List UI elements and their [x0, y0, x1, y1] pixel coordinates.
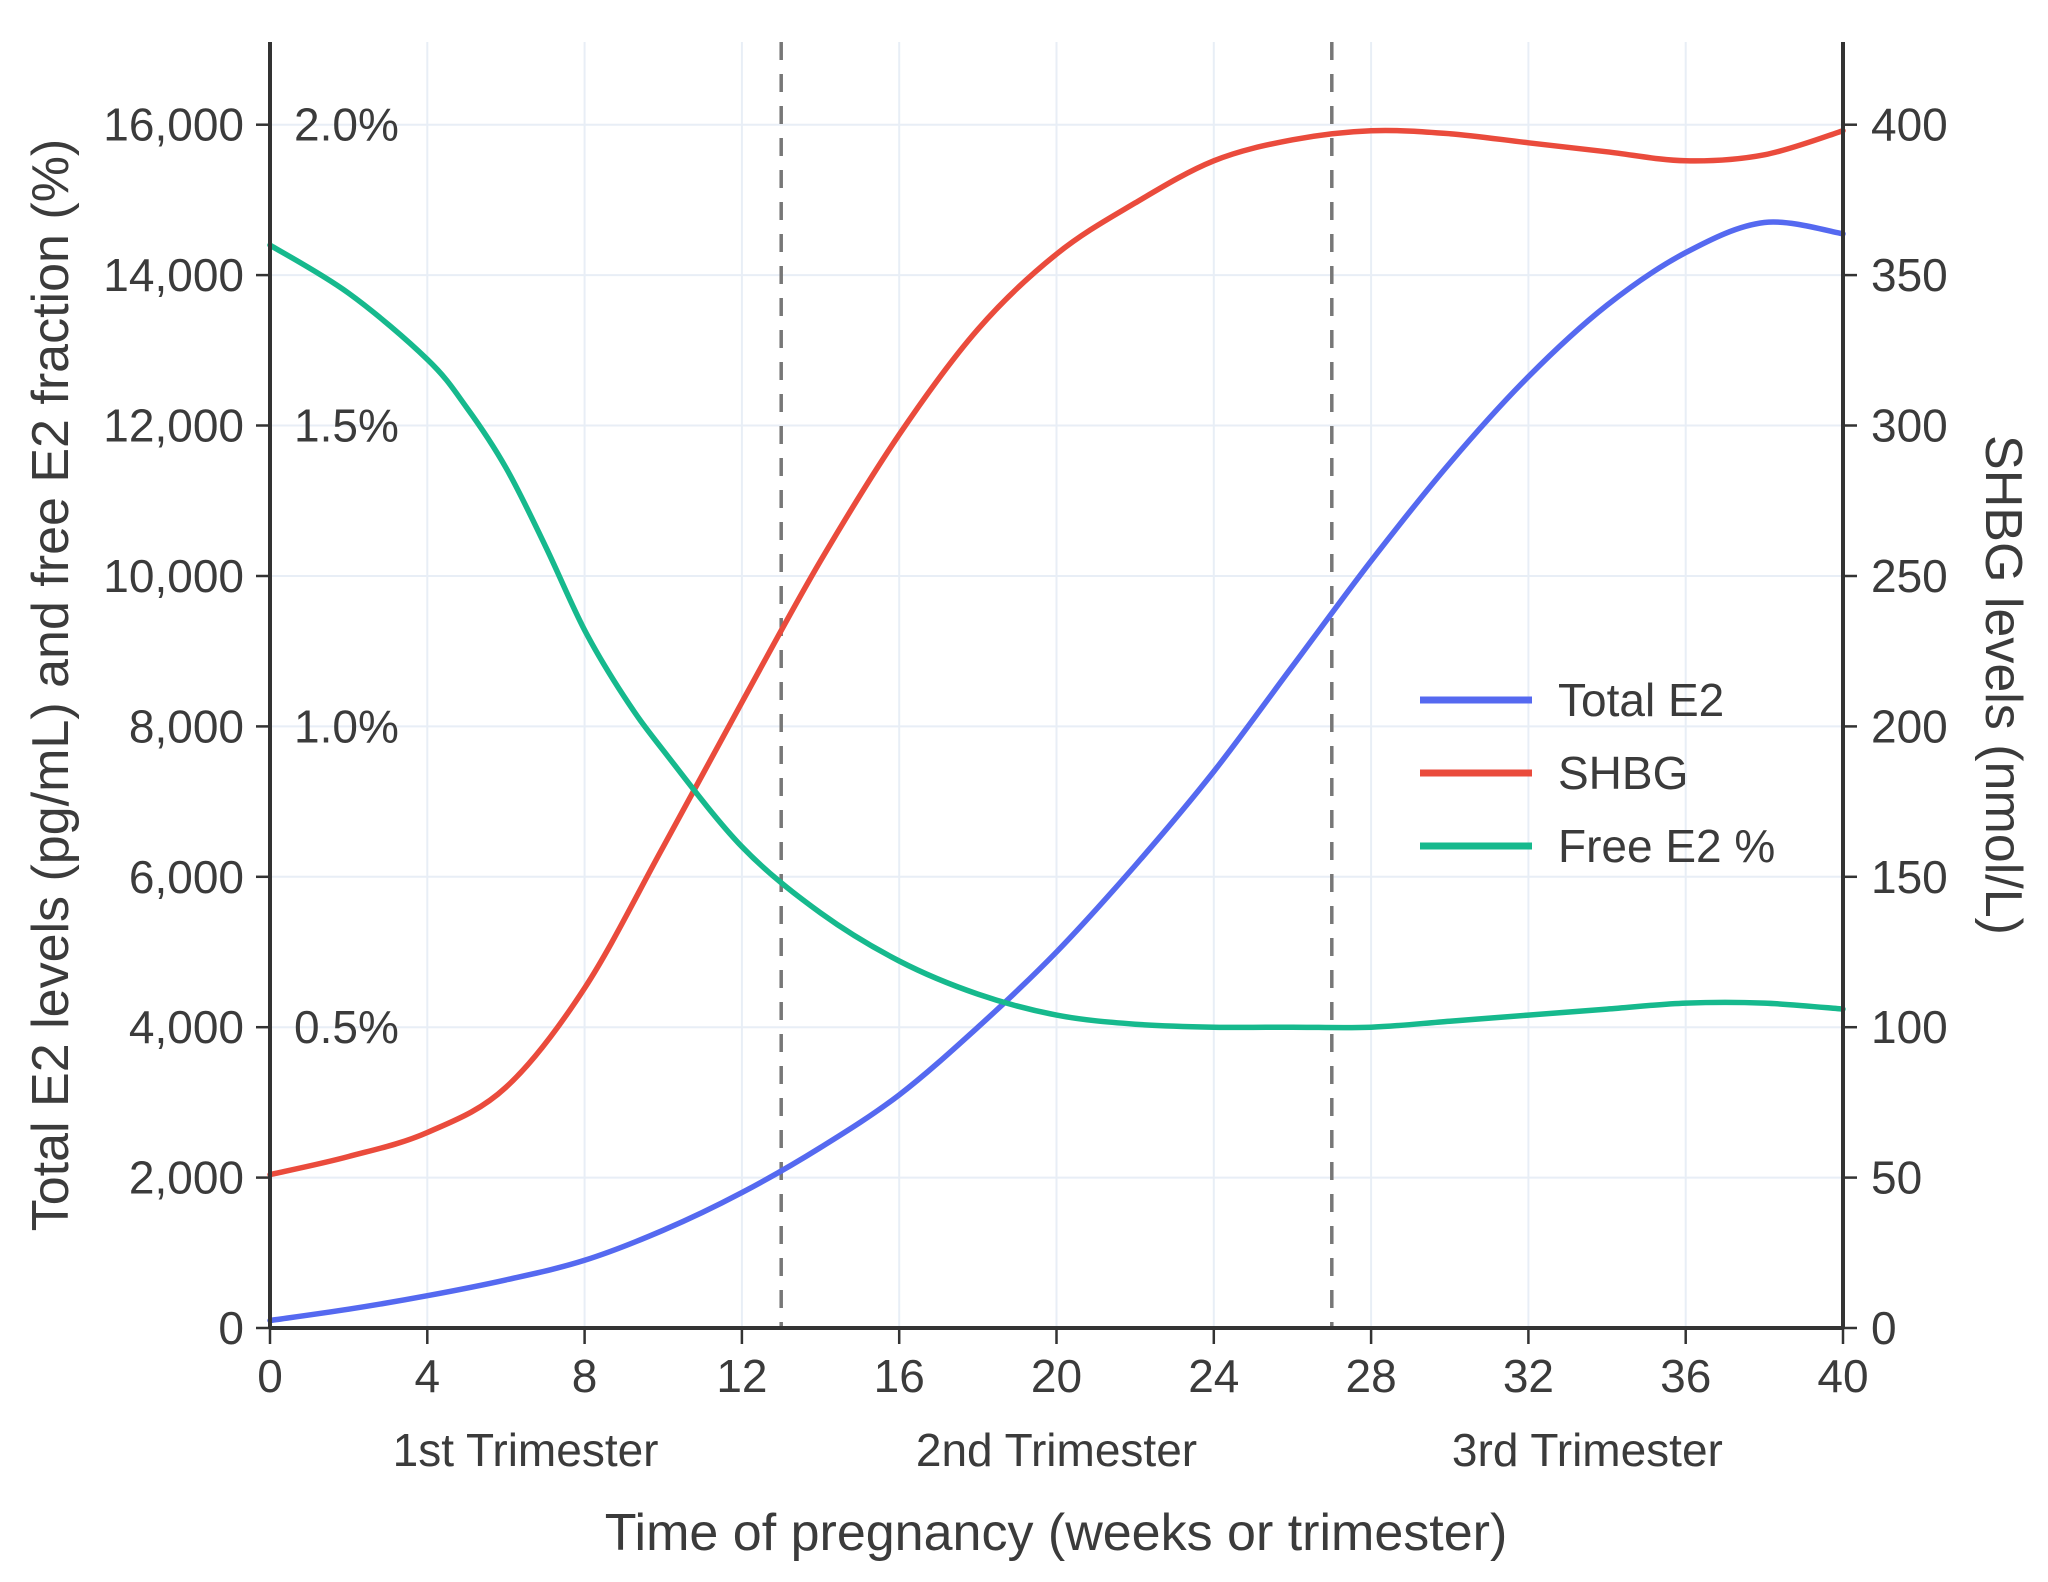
y-left-tick-label: 12,000: [103, 400, 244, 452]
y-right-tick-label: 250: [1871, 550, 1948, 602]
tick-marks-and-labels: 0 2,000 4,000 6,000 8,000 10,000 12,000 14,000 1…: [103, 99, 1947, 1402]
y-right-tick-label: 400: [1871, 99, 1948, 151]
x-tick-label: 20: [1031, 1350, 1082, 1402]
x-tick-label: 12: [716, 1350, 767, 1402]
x-tick-label: 4: [415, 1350, 441, 1402]
trimester-label-2nd-trimester: 2nd Trimester: [916, 1424, 1197, 1476]
x-tick-label: 36: [1660, 1350, 1711, 1402]
y-right-tick-label: 0: [1871, 1302, 1897, 1354]
legend: Total E2 SHBG Free E2 %: [1420, 674, 1775, 872]
free-e2-percent-label: 1.5%: [294, 400, 399, 452]
gridlines: [270, 42, 1843, 1328]
y-right-tick-label: 100: [1871, 1001, 1948, 1053]
legend-item-total-e2[interactable]: Total E2: [1420, 674, 1724, 726]
y-axis-title-left: Total E2 levels (pg/mL) and free E2 frac…: [22, 139, 80, 1231]
y-right-tick-label: 300: [1871, 400, 1948, 452]
y-left-tick-label: 2,000: [129, 1152, 244, 1204]
x-tick-label: 24: [1188, 1350, 1239, 1402]
x-axis-title: Time of pregnancy (weeks or trimester): [605, 1504, 1508, 1562]
y-axis-title-right: SHBG levels (nmol/L): [1974, 435, 2032, 935]
x-tick-label: 28: [1346, 1350, 1397, 1402]
y-left-tick-label: 14,000: [103, 249, 244, 301]
legend-item-shbg[interactable]: SHBG: [1420, 747, 1688, 799]
x-tick-label: 8: [572, 1350, 598, 1402]
y-right-tick-label: 50: [1871, 1152, 1922, 1204]
trimester-label-1st-trimester: 1st Trimester: [393, 1424, 659, 1476]
series-line-total-e2: [267, 219, 1846, 1324]
x-tick-label: 16: [874, 1350, 925, 1402]
series-line-free-e2: [267, 242, 1846, 1031]
x-tick-label: 32: [1503, 1350, 1554, 1402]
x-tick-label: 40: [1817, 1350, 1868, 1402]
legend-label-shbg: SHBG: [1558, 747, 1688, 799]
y-right-tick-label: 150: [1871, 851, 1948, 903]
y-left-tick-label: 4,000: [129, 1001, 244, 1053]
y-left-tick-label: 8,000: [129, 700, 244, 752]
legend-item-free-e2[interactable]: Free E2 %: [1420, 820, 1775, 872]
y-right-tick-label: 350: [1871, 249, 1948, 301]
free-e2-percent-label: 1.0%: [294, 700, 399, 752]
y-left-tick-label: 6,000: [129, 851, 244, 903]
trimester-boundary-lines: [779, 42, 1334, 1328]
free-e2-percent-label: 2.0%: [294, 99, 399, 151]
y-left-tick-label: 10,000: [103, 550, 244, 602]
x-tick-label: 0: [257, 1350, 283, 1402]
series-curves: [267, 127, 1846, 1324]
series-line-shbg: [267, 127, 1846, 1178]
y-left-tick-label: 16,000: [103, 99, 244, 151]
trimester-label-3rd-trimester: 3rd Trimester: [1452, 1424, 1723, 1476]
annotations: 0.5% 1.0% 1.5% 2.0% 1st Trimester 2nd Trimest…: [294, 99, 1723, 1476]
legend-label-free-e2: Free E2 %: [1558, 820, 1775, 872]
y-right-tick-label: 200: [1871, 700, 1948, 752]
free-e2-percent-label: 0.5%: [294, 1001, 399, 1053]
y-left-tick-label: 0: [218, 1302, 244, 1354]
legend-label-total-e2: Total E2: [1558, 674, 1724, 726]
